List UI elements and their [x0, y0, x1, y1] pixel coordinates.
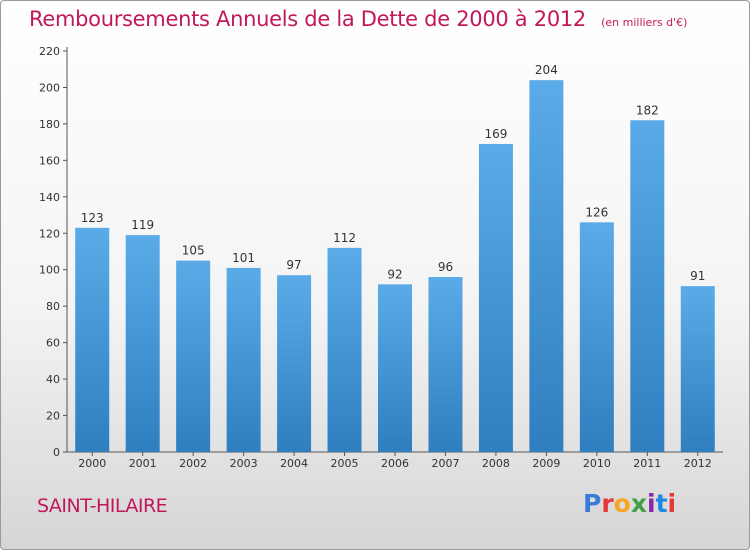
bar-2003 — [226, 267, 261, 452]
title-row: Remboursements Annuels de la Dette de 20… — [29, 7, 687, 31]
logo-letter: i — [647, 489, 656, 518]
bar-2009 — [529, 80, 564, 452]
x-tick-label: 2000 — [78, 457, 106, 470]
data-label-2007: 96 — [438, 260, 453, 274]
data-label-2008: 169 — [484, 127, 507, 141]
data-label-2005: 112 — [333, 231, 356, 245]
y-tick-label: 20 — [46, 410, 60, 423]
data-label-2009: 204 — [535, 63, 558, 77]
logo-letter: o — [613, 489, 631, 518]
logo-letter: x — [630, 489, 647, 518]
x-tick-label: 2010 — [583, 457, 611, 470]
chart-unit-note: (en milliers d'€) — [601, 16, 688, 29]
logo-letter: i — [667, 489, 677, 518]
x-tick-label: 2003 — [230, 457, 258, 470]
x-tick-label: 2004 — [280, 457, 308, 470]
y-tick-label: 100 — [39, 264, 60, 277]
data-label-2012: 91 — [690, 269, 705, 283]
y-tick-label: 120 — [39, 227, 60, 240]
x-tick-label: 2005 — [331, 457, 359, 470]
x-tick-label: 2002 — [179, 457, 207, 470]
data-label-2002: 105 — [182, 244, 205, 258]
data-label-2011: 182 — [636, 103, 659, 117]
logo-letter: r — [601, 489, 614, 518]
bar-2011 — [630, 120, 665, 452]
data-label-2001: 119 — [131, 218, 154, 232]
chart-bars — [75, 80, 715, 452]
y-tick-label: 40 — [46, 373, 60, 386]
bar-2007 — [428, 277, 463, 452]
chart-axes: 0 20 40 60 80 100 120 140 160 180 200 220 2000 2001 20… — [39, 45, 723, 470]
y-tick-label: 60 — [46, 337, 60, 350]
bar-2004 — [277, 275, 312, 452]
x-tick-label: 2006 — [381, 457, 409, 470]
bar-2010 — [579, 222, 614, 452]
y-tick-label: 200 — [39, 81, 60, 94]
logo-letter: t — [655, 489, 668, 518]
data-label-2003: 101 — [232, 251, 255, 265]
x-tick-label: 2011 — [633, 457, 661, 470]
data-label-2004: 97 — [286, 258, 301, 272]
x-tick-label: 2012 — [684, 457, 712, 470]
city-name: SAINT-HILAIRE — [37, 495, 168, 517]
y-tick-label: 0 — [53, 446, 60, 459]
data-label-2000: 123 — [81, 211, 104, 225]
x-tick-label: 2001 — [129, 457, 157, 470]
bar-2012 — [680, 286, 715, 452]
x-tick-label: 2009 — [532, 457, 560, 470]
bar-2002 — [176, 260, 211, 452]
y-tick-label: 180 — [39, 118, 60, 131]
chart-labels: 123 119 105 101 97 112 92 96 169 204 126 182 91 — [81, 63, 706, 283]
data-label-2006: 92 — [387, 267, 402, 281]
data-label-2010: 126 — [585, 205, 608, 219]
logo-letter: P — [583, 489, 602, 518]
proxiti-logo: Proxiti — [583, 489, 676, 518]
y-tick-label: 80 — [46, 300, 60, 313]
y-tick-label: 140 — [39, 191, 60, 204]
y-tick-label: 220 — [39, 45, 60, 58]
chart-title: Remboursements Annuels de la Dette de 20… — [29, 7, 586, 31]
bar-2006 — [378, 284, 412, 452]
bar-2001 — [125, 235, 160, 452]
y-tick-label: 160 — [39, 154, 60, 167]
x-tick-label: 2008 — [482, 457, 510, 470]
bar-2008 — [478, 143, 513, 452]
bar-2005 — [327, 247, 362, 452]
x-tick-label: 2007 — [431, 457, 459, 470]
bar-2000 — [75, 227, 110, 452]
